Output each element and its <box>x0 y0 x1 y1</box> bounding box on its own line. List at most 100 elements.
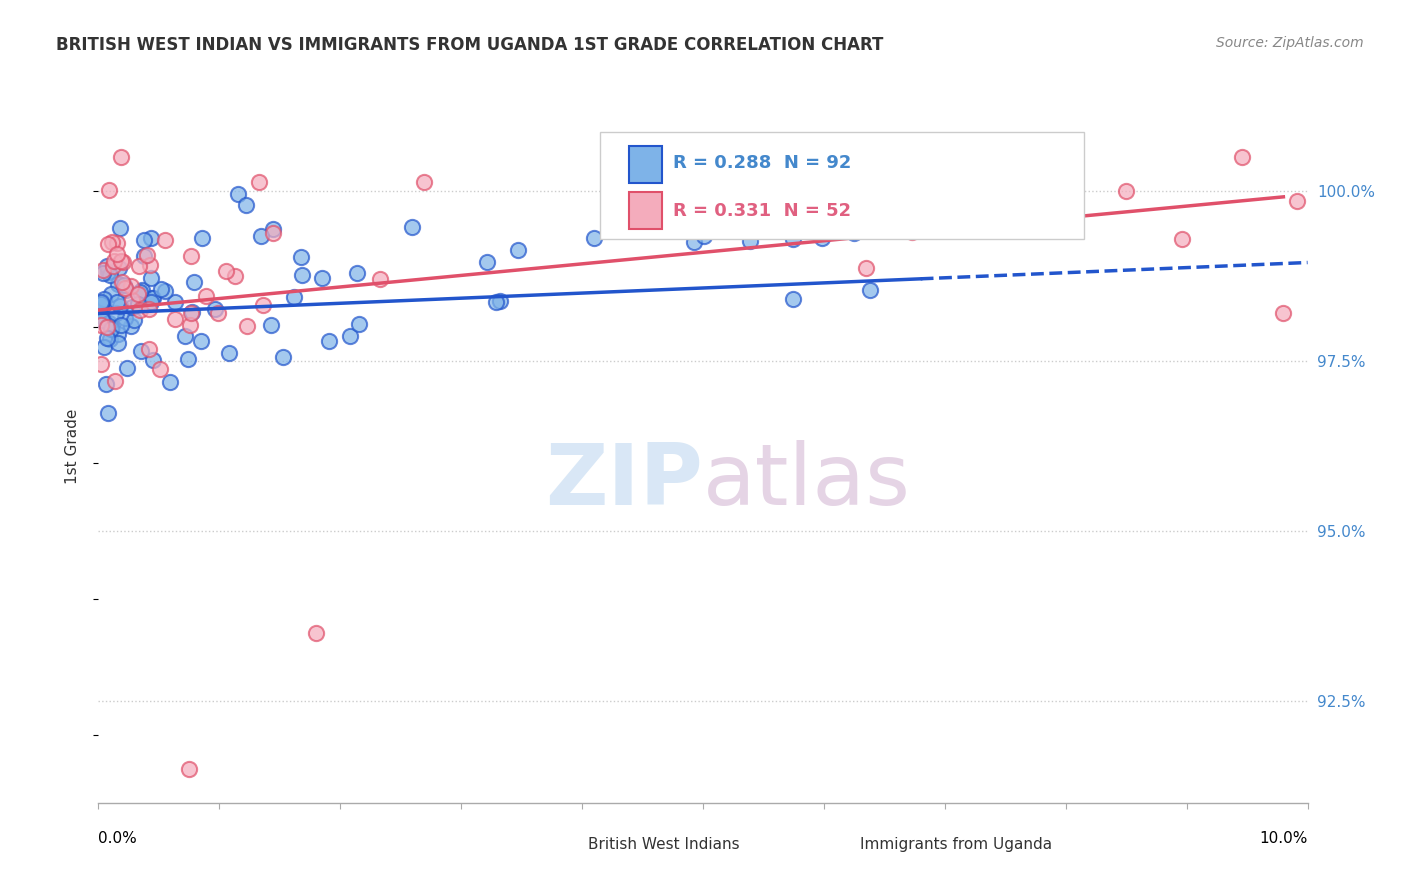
Point <box>141 292 163 306</box>
Point <box>305 626 328 640</box>
Point <box>346 266 368 280</box>
Point <box>1170 232 1192 246</box>
Point <box>204 301 226 316</box>
Point <box>318 334 340 348</box>
Point <box>93 340 115 354</box>
Point <box>155 284 177 298</box>
Point <box>181 305 204 319</box>
Point <box>754 211 776 226</box>
Point <box>101 235 124 249</box>
Point <box>290 250 312 264</box>
Point <box>176 351 198 366</box>
FancyBboxPatch shape <box>600 132 1084 239</box>
Point <box>108 221 131 235</box>
Point <box>1272 306 1295 320</box>
Text: Immigrants from Uganda: Immigrants from Uganda <box>860 837 1052 852</box>
Point <box>159 375 181 389</box>
Point <box>96 320 118 334</box>
Point <box>96 331 118 345</box>
Point <box>97 237 120 252</box>
Point <box>114 281 136 295</box>
Point <box>135 248 157 262</box>
FancyBboxPatch shape <box>817 829 845 857</box>
Point <box>901 225 924 239</box>
Point <box>1286 194 1309 208</box>
Point <box>110 318 132 333</box>
Point <box>842 226 865 240</box>
Y-axis label: 1st Grade: 1st Grade <box>65 409 80 483</box>
Point <box>94 377 117 392</box>
Point <box>107 236 129 251</box>
Point <box>107 277 129 291</box>
Text: R = 0.331  N = 52: R = 0.331 N = 52 <box>673 202 851 219</box>
Point <box>120 279 142 293</box>
Point <box>190 334 212 349</box>
Point <box>195 289 218 303</box>
Point <box>582 231 605 245</box>
Point <box>247 175 270 189</box>
Point <box>103 260 125 274</box>
Point <box>90 357 112 371</box>
Point <box>191 230 214 244</box>
Point <box>801 196 824 211</box>
Point <box>91 313 114 327</box>
Point <box>141 271 163 285</box>
Point <box>283 290 305 304</box>
Point <box>207 305 229 319</box>
Point <box>224 269 246 284</box>
Point <box>401 219 423 234</box>
Point <box>236 318 259 333</box>
Point <box>683 235 706 250</box>
Point <box>252 298 274 312</box>
Point <box>273 350 295 364</box>
Point <box>139 258 162 272</box>
Point <box>179 762 201 776</box>
Point <box>782 232 804 246</box>
Point <box>128 260 150 274</box>
Point <box>107 326 129 341</box>
Point <box>104 306 127 320</box>
Point <box>93 292 115 306</box>
Point <box>811 231 834 245</box>
Point <box>91 266 114 280</box>
Point <box>96 260 118 274</box>
Point <box>179 318 201 333</box>
Text: Source: ZipAtlas.com: Source: ZipAtlas.com <box>1216 36 1364 50</box>
Point <box>180 249 202 263</box>
FancyBboxPatch shape <box>630 145 662 183</box>
Point <box>108 260 131 275</box>
Point <box>98 332 121 346</box>
Point <box>90 309 112 323</box>
Text: 0.0%: 0.0% <box>98 831 138 847</box>
Text: R = 0.288  N = 92: R = 0.288 N = 92 <box>673 153 851 171</box>
Point <box>111 255 134 269</box>
Point <box>984 157 1007 171</box>
Text: ZIP: ZIP <box>546 440 703 524</box>
Point <box>121 300 143 314</box>
Point <box>108 299 131 313</box>
Point <box>754 168 776 182</box>
Point <box>131 283 153 297</box>
Point <box>100 286 122 301</box>
Point <box>90 296 112 310</box>
Point <box>127 287 149 301</box>
FancyBboxPatch shape <box>544 829 574 857</box>
Text: atlas: atlas <box>703 440 911 524</box>
Point <box>90 295 112 310</box>
Point <box>262 222 284 236</box>
Point <box>101 319 124 334</box>
Point <box>107 335 129 350</box>
Point <box>139 295 162 310</box>
Point <box>1115 184 1137 198</box>
Point <box>142 291 165 305</box>
FancyBboxPatch shape <box>630 192 662 229</box>
Point <box>1230 150 1253 164</box>
Point <box>153 233 176 247</box>
Point <box>134 249 156 263</box>
Point <box>485 295 508 310</box>
Point <box>105 295 128 310</box>
Text: BRITISH WEST INDIAN VS IMMIGRANTS FROM UGANDA 1ST GRADE CORRELATION CHART: BRITISH WEST INDIAN VS IMMIGRANTS FROM U… <box>56 36 883 54</box>
Point <box>90 309 112 323</box>
Point <box>163 294 186 309</box>
Point <box>100 322 122 336</box>
